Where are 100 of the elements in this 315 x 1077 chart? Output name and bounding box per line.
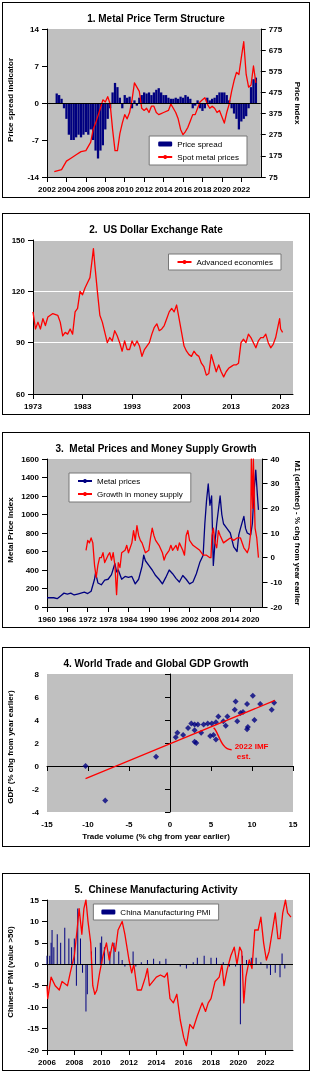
x-tick-label: 2014 xyxy=(221,614,240,624)
x-tick-label: -10 xyxy=(82,819,95,829)
x-tick-label: 2020 xyxy=(241,614,261,624)
y-tick-label: 2 xyxy=(34,738,40,748)
y2-tick-label: 575 xyxy=(268,66,283,76)
x-tick-label: 2010 xyxy=(92,1057,112,1067)
x-tick-label: 2006 xyxy=(76,184,96,194)
y2-tick-label: -10 xyxy=(270,577,283,587)
y-tick-label: 200 xyxy=(25,584,40,593)
y-tick-label: 0 xyxy=(34,959,40,969)
y-tick-label: 0 xyxy=(34,602,40,612)
x-tick-label: 1966 xyxy=(58,614,77,624)
y2-axis-title: M1 (deflated) - % chg from year earlier xyxy=(292,460,302,606)
annotation: 2022 IMF est. xyxy=(234,742,269,762)
y-tick-label: 1000 xyxy=(21,510,40,519)
y-tick-label: -10 xyxy=(27,1002,40,1012)
y2-tick-label: 675 xyxy=(268,45,283,55)
y-tick-label: 4 xyxy=(34,715,40,725)
y-tick-label: 90 xyxy=(16,338,26,348)
y-tick-label: 6 xyxy=(34,692,40,702)
y-tick-label: 15 xyxy=(30,895,40,905)
legend-label: China Manufacturing PMI xyxy=(120,907,211,917)
x-tick-label: 2002 xyxy=(38,184,57,194)
y2-tick-label: 20 xyxy=(270,503,280,513)
chart-title: 5. Chinese Manufacturing Activity xyxy=(74,883,238,895)
y-tick-label: -20 xyxy=(27,1045,40,1055)
x-tick-label: 10 xyxy=(247,819,257,829)
y-tick-label: -7 xyxy=(31,135,40,145)
x-tick-label: 1983 xyxy=(73,401,92,411)
x-tick-label: 1984 xyxy=(119,614,138,624)
x-tick-label: 1972 xyxy=(78,614,98,624)
y-tick-label: 120 xyxy=(11,286,26,296)
x-tick-label: 1978 xyxy=(99,614,118,624)
x-tick-label: 2008 xyxy=(201,614,220,624)
x-tick-label: 1993 xyxy=(123,401,142,411)
y2-axis-title: Price index xyxy=(292,81,302,125)
y2-tick-label: 75 xyxy=(268,172,279,182)
x-tick-label: 2006 xyxy=(38,1057,57,1067)
x-tick-label: 2020 xyxy=(229,1057,248,1067)
y2-tick-label: 30 xyxy=(270,479,280,489)
chart-title: 1. Metal Price Term Structure xyxy=(87,12,226,24)
x-tick-label: -15 xyxy=(41,819,54,829)
x-tick-label: 2003 xyxy=(172,401,192,411)
y2-tick-label: 40 xyxy=(270,454,280,464)
x-tick-label: 15 xyxy=(288,819,298,829)
y-tick-label: -4 xyxy=(31,807,40,817)
y-tick-label: 400 xyxy=(25,565,40,575)
y2-tick-label: -20 xyxy=(270,602,283,612)
y-tick-label: 10 xyxy=(30,916,40,926)
y-tick-label: -2 xyxy=(31,784,40,794)
y-tick-label: 1600 xyxy=(21,454,40,464)
x-tick-label: 2016 xyxy=(174,1057,194,1067)
chart-title: 4. World Trade and Global GDP Growth xyxy=(63,657,249,669)
x-tick-label: 2010 xyxy=(115,184,135,194)
legend-label: Spot metal prices xyxy=(177,152,240,162)
y-axis-title: GDP (% chg from year earlier) xyxy=(5,690,15,804)
y-tick-label: 800 xyxy=(25,528,40,538)
x-tick-label: 2012 xyxy=(135,184,154,194)
y2-tick-label: 175 xyxy=(268,151,283,161)
y-axis-title: Chinese PMI (value >50) xyxy=(5,925,15,1018)
y-tick-label: 600 xyxy=(25,547,40,556)
x-tick-label: 2008 xyxy=(96,184,115,194)
y-tick-label: 150 xyxy=(11,235,26,245)
y2-tick-label: 775 xyxy=(268,24,283,34)
x-tick-label: 2012 xyxy=(120,1057,139,1067)
x-tick-label: 2023 xyxy=(271,401,291,411)
y-tick-label: 1400 xyxy=(21,473,40,482)
y-tick-label: 60 xyxy=(16,389,26,399)
chart-title: 3. Metal Prices and Money Supply Growth xyxy=(55,442,257,454)
x-tick-label: 2008 xyxy=(65,1057,84,1067)
y-tick-label: 14 xyxy=(30,24,40,34)
y2-tick-label: 275 xyxy=(268,130,283,140)
legend-label: Growth in money supply xyxy=(97,489,183,499)
x-tick-label: 1973 xyxy=(24,401,43,411)
x-axis-title: Trade volume (% chg from year earlier) xyxy=(82,831,231,841)
legend-label: Metal prices xyxy=(97,476,141,486)
x-tick-label: 2016 xyxy=(174,184,193,194)
y-tick-label: 0 xyxy=(34,98,40,108)
x-tick-label: 2022 xyxy=(256,1057,276,1067)
x-tick-label: 2018 xyxy=(202,1057,221,1067)
legend-label: Advanced economies xyxy=(196,257,274,267)
x-tick-label: 2013 xyxy=(222,401,241,411)
y-tick-label: 0 xyxy=(34,761,40,771)
y2-tick-label: 10 xyxy=(270,528,280,538)
x-tick-label: 2014 xyxy=(154,184,174,194)
y-tick-label: 8 xyxy=(34,669,40,679)
chart-title: 2. US Dollar Exchange Rate xyxy=(89,223,224,235)
x-tick-label: 0 xyxy=(167,819,173,829)
y-tick-label: -15 xyxy=(27,1024,40,1034)
x-tick-label: 1996 xyxy=(160,614,179,624)
x-tick-label: 5 xyxy=(208,819,214,829)
y-axis-title: Metal Price Index xyxy=(5,496,15,563)
legend-label: Price spread xyxy=(177,139,223,149)
y-tick-label: -14 xyxy=(27,172,40,182)
y-tick-label: 7 xyxy=(34,61,40,71)
x-tick-label: 2018 xyxy=(193,184,212,194)
y-tick-label: 5 xyxy=(34,938,40,948)
x-tick-label: 2022 xyxy=(232,184,251,194)
x-tick-label: 2014 xyxy=(147,1057,166,1067)
y-tick-label: 1200 xyxy=(21,491,40,501)
